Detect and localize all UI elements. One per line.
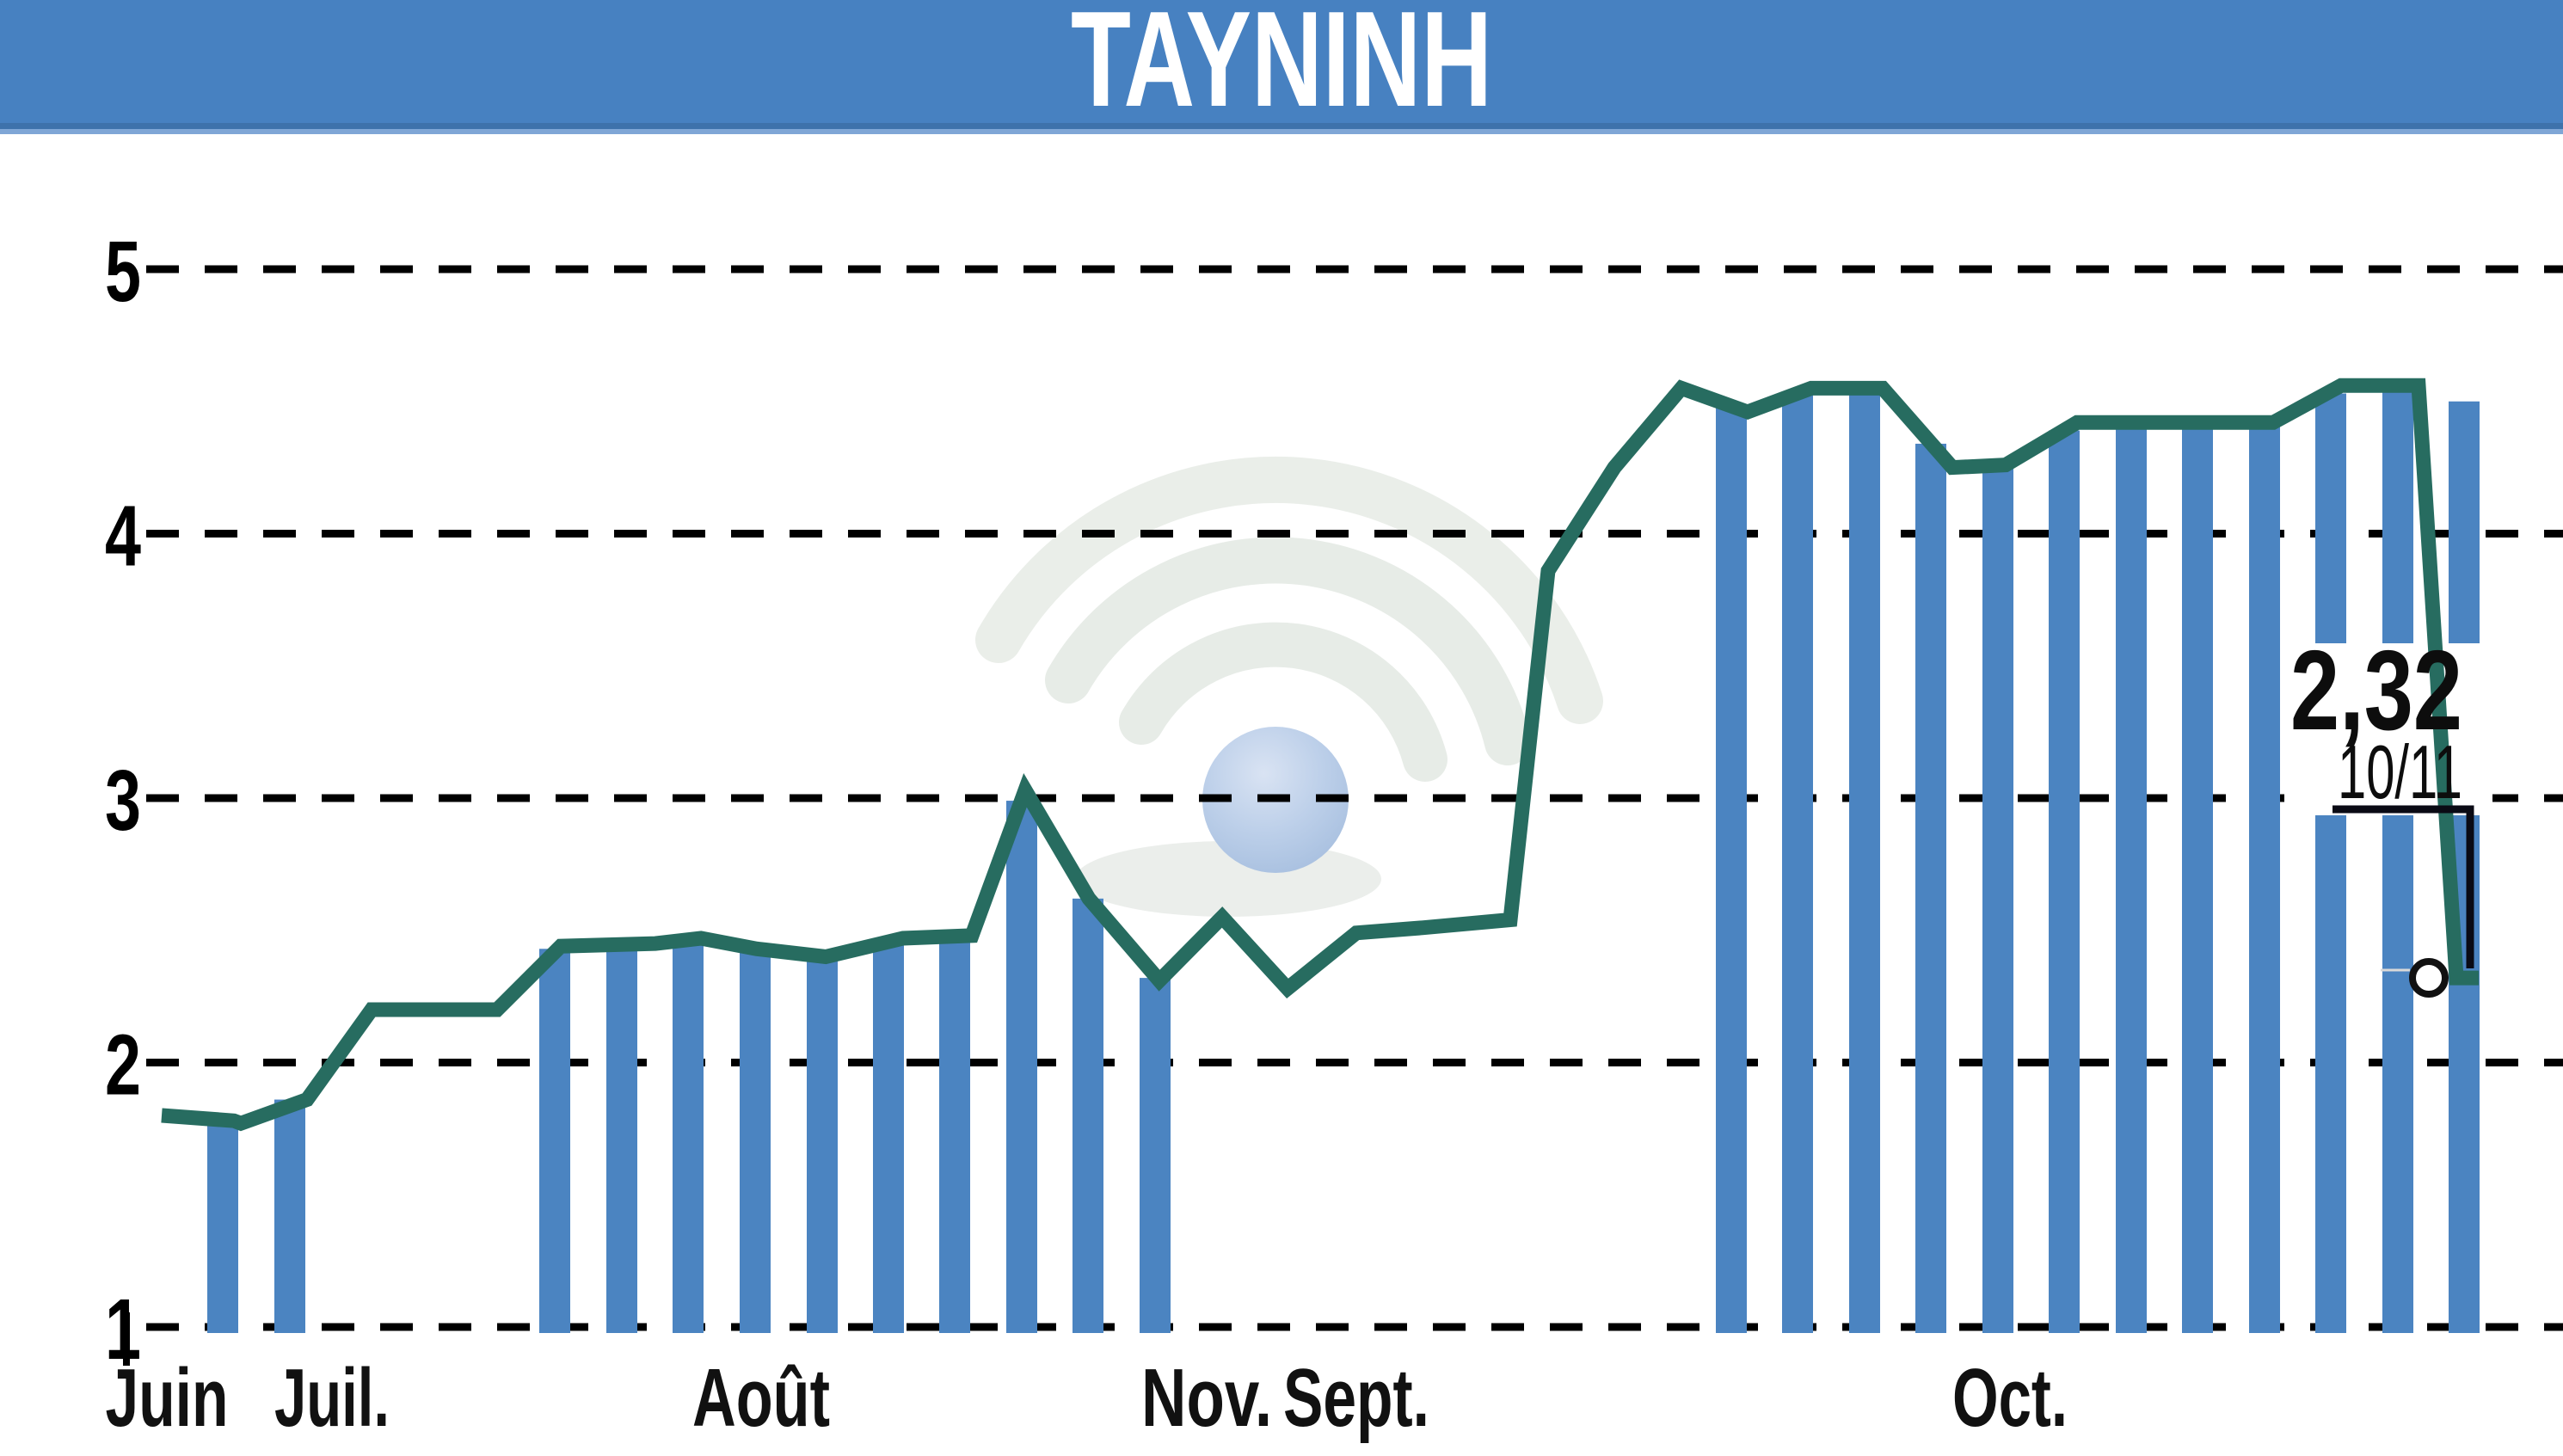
annotation-background: [2288, 643, 2492, 815]
last-price-date: 10/11: [2338, 729, 2462, 814]
price-bar: [1006, 801, 1037, 1333]
price-bar: [1849, 388, 1880, 1333]
y-tick-label-2: 2: [105, 1017, 141, 1114]
annotation-bracket: [2333, 805, 2474, 968]
price-line: [161, 378, 2479, 1132]
price-bar: [1716, 406, 1747, 1333]
y-tick-label-3: 3: [105, 753, 141, 849]
price-bar: [2382, 385, 2413, 1333]
price-bar: [207, 1121, 238, 1333]
watermark-arc-outer: [975, 457, 1603, 724]
price-bar: [1782, 393, 1813, 1333]
x-tick-label-juil: Juil.: [274, 1352, 390, 1444]
price-line-group: [161, 378, 2479, 1132]
price-bar: [807, 956, 838, 1333]
watermark-arc-inner: [1119, 622, 1447, 782]
x-tick-label-oct: Oct.: [1952, 1352, 2068, 1444]
price-bar: [539, 949, 570, 1333]
price-bar: [2049, 430, 2080, 1334]
x-tick-label-sept: Sept.: [1283, 1352, 1429, 1444]
x-axis-labels: Juin Juil. Août Nov. Sept. Oct.: [106, 1352, 2068, 1444]
banner-accent-light: [0, 129, 2563, 134]
y-axis-labels: 54321: [105, 224, 141, 1378]
last-price-value: 2,32: [2290, 627, 2462, 753]
price-bar: [274, 1099, 305, 1333]
app-title: TAYNINH: [1071, 0, 1492, 135]
banner-accent-dark: [0, 123, 2563, 129]
watermark-logo: [975, 457, 1603, 917]
price-bar: [2249, 422, 2280, 1334]
price-bar: [2116, 422, 2147, 1334]
price-bar: [1073, 898, 1103, 1333]
x-tick-label-juin: Juin: [106, 1352, 229, 1444]
last-price-annotation: 2,32 10/11: [2290, 627, 2474, 998]
price-bar: [1915, 443, 1946, 1334]
price-bar: [2182, 422, 2213, 1334]
price-bar: [606, 943, 637, 1333]
banner-background: [0, 0, 2563, 123]
price-bar: [1140, 978, 1171, 1333]
title-banner: TAYNINH: [0, 0, 2563, 135]
x-tick-label-aot: Août: [692, 1352, 830, 1444]
watermark-arc-middle: [1045, 537, 1531, 765]
price-bar: [939, 935, 970, 1333]
y-gridlines: [146, 265, 2563, 1331]
last-price-marker: [2409, 958, 2449, 998]
y-tick-label-4: 4: [105, 488, 141, 585]
x-axis-origin-tick: [123, 1312, 130, 1366]
price-bar: [873, 941, 904, 1333]
y-tick-label-5: 5: [105, 224, 141, 320]
price-bar: [673, 941, 704, 1333]
x-tick-label-nov: Nov.: [1141, 1352, 1272, 1444]
price-bar: [1982, 467, 2013, 1333]
price-bar: [2315, 393, 2346, 1333]
price-bar: [740, 949, 771, 1333]
price-bars: [207, 385, 2480, 1334]
